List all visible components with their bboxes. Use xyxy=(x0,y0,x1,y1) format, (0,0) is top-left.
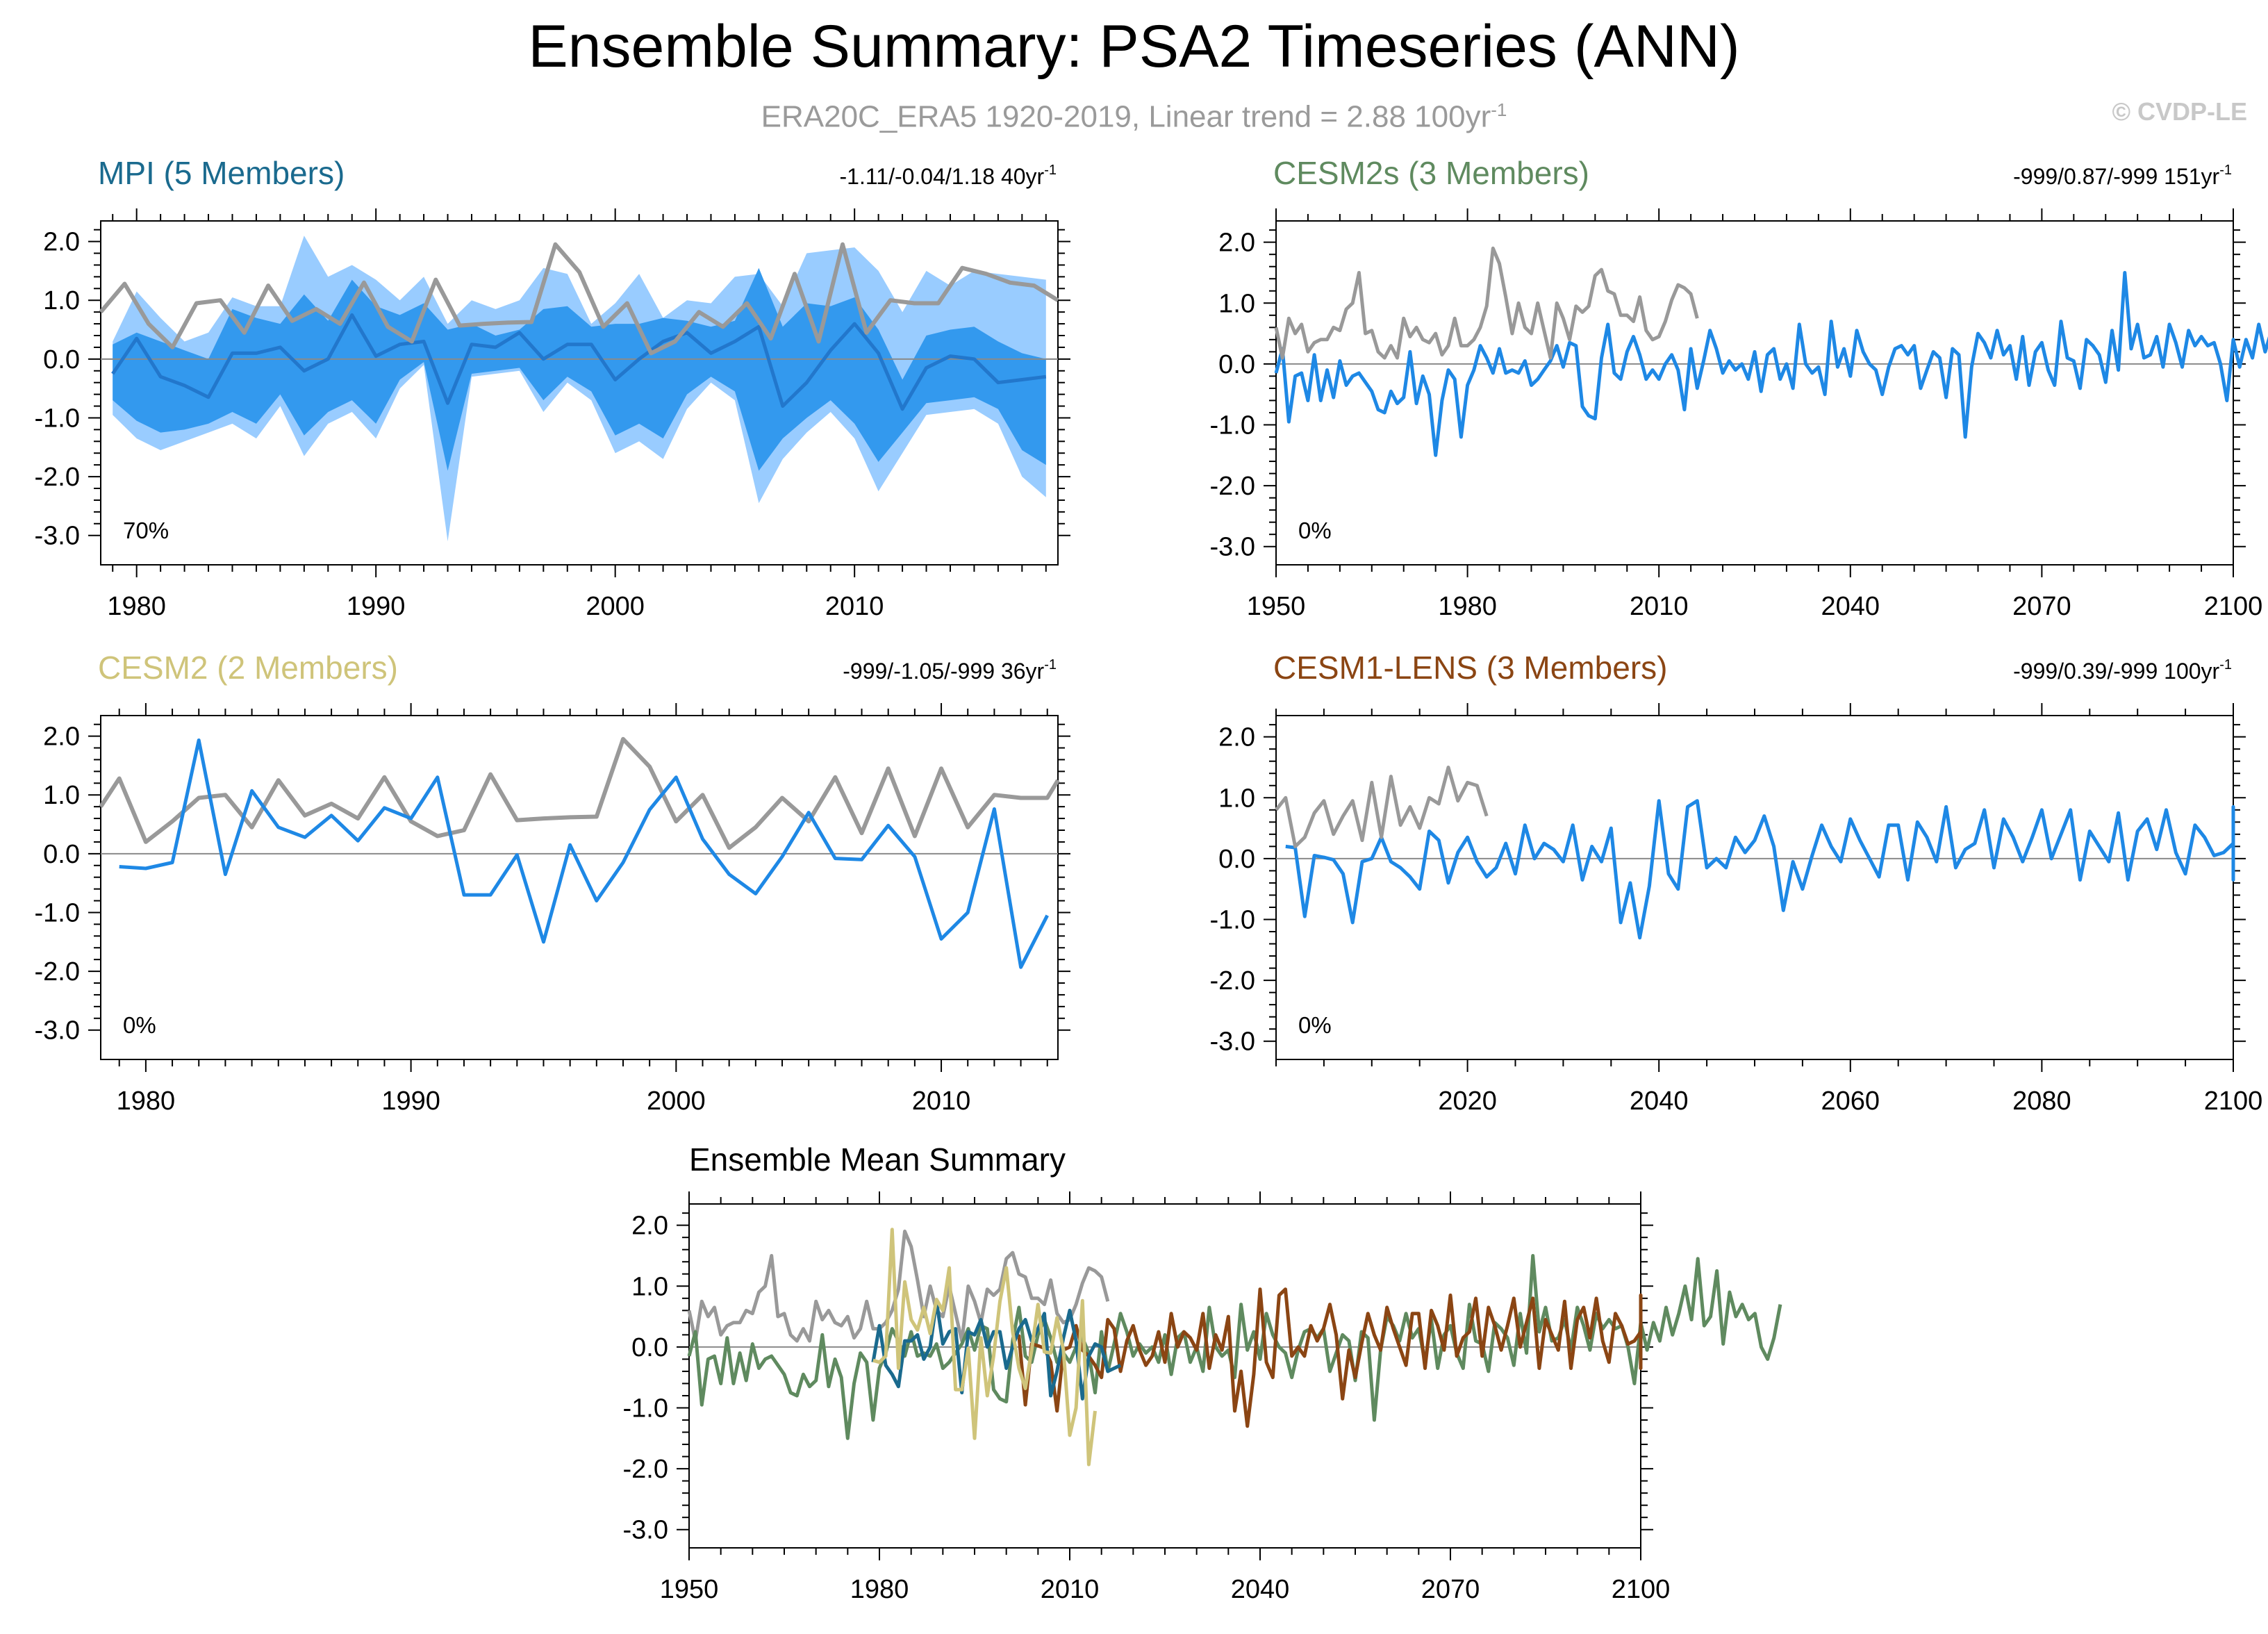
y-tick-label: -3.0 xyxy=(35,1016,80,1046)
y-tick-label: -2.0 xyxy=(1210,966,1255,996)
panel-title: CESM1-LENS (3 Members) xyxy=(1273,650,1667,686)
panel-summary: 2.0 1.0 0.0 -1.0 -2.0 -3.0 1950 1980 2010 2040 207… xyxy=(623,1141,1782,1604)
panel-stats: -1.11/-0.04/1.18 40yr-1 xyxy=(840,163,1057,189)
y-tick-label: 2.0 xyxy=(1218,723,1255,752)
observed-line xyxy=(687,1229,1110,1343)
percent-label: 0% xyxy=(1298,1012,1332,1038)
x-tick-label: 2010 xyxy=(1041,1575,1100,1604)
panel-stats-sup: -1 xyxy=(2219,657,2232,672)
ensemble-mean-line xyxy=(111,313,1047,411)
x-tick-label: 1950 xyxy=(1247,592,1306,621)
observed-line xyxy=(1274,246,1699,360)
page-title: Ensemble Summary: PSA2 Timeseries (ANN) xyxy=(528,13,1740,80)
panel-title: CESM2s (3 Members) xyxy=(1273,155,1589,191)
y-tick-label: 0.0 xyxy=(43,345,80,374)
panel-title: CESM2 (2 Members) xyxy=(98,650,398,686)
member-line xyxy=(1285,799,2235,940)
x-tick-label: 2060 xyxy=(1821,1087,1880,1116)
x-tick-label: 2070 xyxy=(1421,1575,1480,1604)
panel-stats: -999/0.87/-999 151yr-1 xyxy=(2013,163,2232,189)
observed-line xyxy=(99,736,1060,850)
y-tick-label: 0.0 xyxy=(1218,845,1255,874)
x-tick-label: 1950 xyxy=(660,1575,719,1604)
y-tick-label: 1.0 xyxy=(1218,289,1255,318)
x-tick-label: 2010 xyxy=(1630,592,1689,621)
panel-stats-sup: -1 xyxy=(1044,163,1057,178)
y-tick-label: 1.0 xyxy=(1218,784,1255,813)
x-tick-label: 1980 xyxy=(117,1087,176,1116)
cesm2-mean-line xyxy=(872,1228,1097,1467)
y-tick-label: -1.0 xyxy=(35,898,80,927)
x-tick-label: 2020 xyxy=(1438,1087,1497,1116)
member-line xyxy=(119,738,1049,969)
y-tick-label: -1.0 xyxy=(1210,905,1255,934)
plot-frame xyxy=(100,220,1059,566)
y-tick-label: 1.0 xyxy=(43,286,80,315)
panel-title: Ensemble Mean Summary xyxy=(689,1141,1066,1178)
x-tick-label: 1980 xyxy=(1438,592,1497,621)
y-tick-label: -1.0 xyxy=(1210,411,1255,440)
panel-cesm2: 2.0 1.0 0.0 -1.0 -2.0 -3.0 1980 1990 2000 2010 CES… xyxy=(35,650,1070,1116)
panel-cesm1: 2.0 1.0 0.0 -1.0 -2.0 -3.0 2020 2040 2060 2080 210… xyxy=(1210,650,2263,1116)
credit-label: © CVDP-LE xyxy=(2112,97,2247,126)
x-tick-label: 2040 xyxy=(1231,1575,1290,1604)
subtitle-text: ERA20C_ERA5 1920-2019, Linear trend = 2.… xyxy=(761,99,1491,134)
y-tick-label: 2.0 xyxy=(43,228,80,257)
y-tick-label: 2.0 xyxy=(631,1212,668,1241)
panel-stats: -999/0.39/-999 100yr-1 xyxy=(2013,657,2232,684)
panel-stats-sup: -1 xyxy=(1044,657,1057,672)
y-tick-label: 0.0 xyxy=(43,840,80,869)
y-tick-label: 0.0 xyxy=(1218,350,1255,379)
page-subtitle: ERA20C_ERA5 1920-2019, Linear trend = 2.… xyxy=(0,90,2268,137)
panel-stats-sup: -1 xyxy=(2219,163,2232,178)
y-tick-label: 1.0 xyxy=(631,1272,668,1301)
y-tick-label: -2.0 xyxy=(35,957,80,987)
x-tick-label: 1980 xyxy=(107,592,166,621)
x-tick-label: 2100 xyxy=(2204,592,2263,621)
plot-frame xyxy=(100,715,1059,1060)
y-tick-label: -3.0 xyxy=(623,1516,668,1545)
y-tick-label: -2.0 xyxy=(623,1455,668,1484)
x-tick-label: 1990 xyxy=(347,592,406,621)
y-tick-label: -3.0 xyxy=(1210,533,1255,562)
y-tick-label: -3.0 xyxy=(35,522,80,551)
x-tick-label: 2080 xyxy=(2012,1087,2071,1116)
x-tick-label: 2000 xyxy=(647,1087,706,1116)
y-tick-label: -2.0 xyxy=(1210,472,1255,501)
x-tick-label: 2040 xyxy=(1821,592,1880,621)
member-line xyxy=(1274,271,2268,457)
x-tick-label: 1990 xyxy=(381,1087,440,1116)
observed-line xyxy=(1275,766,1489,848)
y-tick-label: -2.0 xyxy=(35,463,80,492)
x-tick-label: 2010 xyxy=(912,1087,971,1116)
y-tick-label: 2.0 xyxy=(43,723,80,752)
panel-mpi: 2.0 1.0 0.0 -1.0 -2.0 -3.0 1980 1990 2000 2010 MPI… xyxy=(35,155,1070,621)
x-tick-label: 2070 xyxy=(2012,592,2071,621)
observed-line xyxy=(99,242,1059,356)
y-tick-label: 1.0 xyxy=(43,781,80,810)
y-tick-label: -3.0 xyxy=(1210,1028,1255,1057)
y-tick-label: -1.0 xyxy=(35,404,80,433)
percent-label: 0% xyxy=(1298,518,1332,543)
x-tick-label: 1980 xyxy=(850,1575,909,1604)
x-tick-label: 2100 xyxy=(2204,1087,2263,1116)
x-tick-label: 2100 xyxy=(1612,1575,1671,1604)
cesm1-mean-line xyxy=(1012,1287,1643,1428)
x-tick-label: 2010 xyxy=(825,592,884,621)
percent-label: 70% xyxy=(123,518,169,543)
subtitle-superscript: -1 xyxy=(1491,99,1507,120)
y-tick-label: 2.0 xyxy=(1218,229,1255,258)
panel-stats: -999/-1.05/-999 36yr-1 xyxy=(843,657,1057,684)
x-tick-label: 2000 xyxy=(586,592,645,621)
panel-cesm2s: 2.0 1.0 0.0 -1.0 -2.0 -3.0 1950 1980 2010 2040 207… xyxy=(1210,155,2268,621)
panel-title: MPI (5 Members) xyxy=(98,155,345,191)
x-tick-label: 2040 xyxy=(1630,1087,1689,1116)
y-tick-label: -1.0 xyxy=(623,1394,668,1423)
percent-label: 0% xyxy=(123,1012,156,1038)
y-tick-label: 0.0 xyxy=(631,1333,668,1362)
